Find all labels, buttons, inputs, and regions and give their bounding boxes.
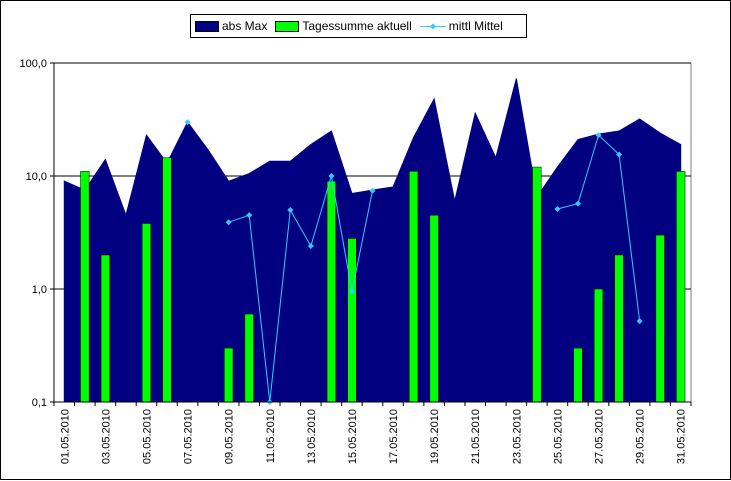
bar-tagessumme [224, 347, 234, 403]
line-segment-mittl-mittel [351, 190, 373, 292]
bar-tagessumme [429, 214, 439, 403]
x-tick-label: 25.05.2010 [552, 409, 564, 464]
series-mittl-mittel [184, 119, 643, 405]
bar-tagessumme [347, 238, 357, 403]
bar-tagessumme [326, 180, 336, 403]
x-tick-label: 27.05.2010 [594, 409, 606, 464]
x-tick-label: 23.05.2010 [511, 409, 523, 464]
legend-label-mittl-mittel: mittl Mittel [448, 19, 503, 33]
point-mittl-mittel [184, 119, 191, 126]
bar-tagessumme [141, 223, 152, 403]
bar-tagessumme [655, 234, 665, 403]
y-tick-label: 1,0 [32, 284, 47, 296]
line-segment-mittl-mittel [248, 215, 271, 403]
point-mittl-mittel [369, 187, 376, 194]
point-mittl-mittel [225, 219, 232, 226]
legend-item-abs-max: abs Max [195, 19, 267, 33]
x-tick-label: 09.05.2010 [224, 409, 236, 464]
bar-tagessumme [532, 166, 542, 403]
point-mittl-mittel [616, 151, 623, 158]
line-segment-mittl-mittel [289, 209, 312, 247]
bar-tagessumme [100, 254, 110, 403]
legend-label-tagessumme: Tagessumme aktuell [302, 19, 412, 33]
legend-key-line [419, 21, 446, 32]
y-tick-label: 100,0 [19, 58, 47, 70]
x-tick-label: 21.05.2010 [470, 409, 482, 464]
line-segment-mittl-mittel [330, 175, 353, 292]
bar-tagessumme [573, 347, 583, 403]
legend: abs Max Tagessumme aktuell mittl Mittel [190, 14, 527, 38]
y-tick-label: 0,1 [32, 397, 47, 409]
bar-tagessumme [244, 313, 254, 403]
x-tick-label: 03.05.2010 [100, 409, 112, 464]
line-segment-mittl-mittel [618, 154, 641, 322]
legend-key-area [195, 20, 219, 32]
legend-item-tagessumme: Tagessumme aktuell [275, 19, 412, 33]
x-tick-label: 17.05.2010 [388, 409, 400, 464]
line-segment-mittl-mittel [557, 203, 579, 210]
bar-tagessumme [162, 157, 172, 403]
line-segment-mittl-mittel [269, 209, 291, 403]
series-abs-max [63, 78, 682, 403]
point-mittl-mittel [287, 207, 294, 214]
x-tick-label: 07.05.2010 [183, 409, 195, 464]
point-mittl-mittel [574, 200, 581, 207]
x-tick-label: 19.05.2010 [429, 409, 441, 464]
point-mittl-mittel [307, 243, 314, 250]
bar-tagessumme [409, 171, 419, 403]
line-segment-mittl-mittel [577, 134, 600, 204]
x-tick-label: 01.05.2010 [59, 409, 71, 464]
y-axis-tick-labels: 0,1 1,0 10,0 100,0 [19, 58, 47, 409]
legend-label-abs-max: abs Max [222, 19, 268, 33]
point-mittl-mittel [636, 318, 643, 325]
y-tick-label: 10,0 [26, 171, 47, 183]
area-abs-max [63, 78, 682, 403]
axes [50, 62, 692, 406]
bar-tagessumme [676, 171, 686, 403]
bar-tagessumme [80, 171, 90, 403]
point-mittl-mittel [328, 173, 335, 179]
x-tick-label: 29.05.2010 [635, 409, 647, 464]
x-tick-label: 31.05.2010 [676, 409, 688, 464]
point-mittl-mittel [554, 206, 561, 213]
x-axis-tick-labels: 01.05.2010 03.05.2010 05.05.2010 07.05.2010… [59, 409, 687, 464]
x-tick-label: 13.05.2010 [306, 409, 318, 464]
point-mittl-mittel [595, 132, 602, 139]
line-segment-mittl-mittel [310, 175, 332, 247]
x-tick-label: 11.05.2010 [265, 409, 277, 463]
bar-tagessumme [614, 254, 624, 403]
point-mittl-mittel [348, 288, 355, 295]
line-segment-mittl-mittel [228, 214, 250, 223]
legend-item-mittl-mittel: mittl Mittel [419, 19, 503, 33]
legend-key-bar [275, 20, 300, 32]
x-tick-label: 05.05.2010 [141, 409, 153, 464]
point-mittl-mittel [246, 212, 253, 219]
bar-tagessumme [593, 288, 604, 403]
x-tick-label: 15.05.2010 [347, 409, 359, 464]
line-segment-mittl-mittel [598, 134, 620, 155]
